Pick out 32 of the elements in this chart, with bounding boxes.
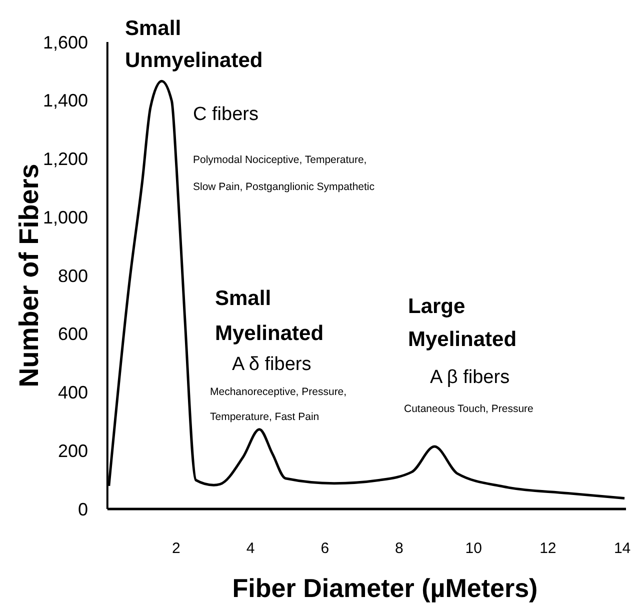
x-tick-label: 8 xyxy=(395,540,404,557)
y-tick-label: 400 xyxy=(58,382,88,403)
annotation: Mechanoreceptive, Pressure, xyxy=(210,386,347,398)
x-tick-label: 12 xyxy=(540,540,556,557)
x-tick-label: 2 xyxy=(172,540,180,557)
annotation: Myelinated xyxy=(408,328,517,351)
y-tick-label: 1,400 xyxy=(42,90,88,111)
x-tick-label: 4 xyxy=(246,540,255,557)
annotation: Slow Pain, Postganglionic Sympathetic xyxy=(193,181,375,193)
annotation: C fibers xyxy=(193,104,258,125)
text: Small xyxy=(125,17,182,40)
y-tick-label: 1,600 xyxy=(42,32,88,52)
annotation: Large xyxy=(408,295,466,318)
x-tick-label: 6 xyxy=(320,540,330,557)
annotation: A δ fibers xyxy=(232,354,312,375)
annotation: Myelinated xyxy=(215,322,324,345)
y-tick-label: 1,200 xyxy=(42,149,88,170)
annotation: Polymodal Nociceptive, Temperature, xyxy=(193,154,367,166)
x-tick-label: 10 xyxy=(465,540,482,557)
x-tick-label: 14 xyxy=(614,540,631,557)
annotation: Small xyxy=(215,287,272,310)
y-tick-label: 1,000 xyxy=(42,207,88,228)
annotation: Temperature, Fast Pain xyxy=(210,411,320,423)
annotation: Unmyelinated xyxy=(125,49,263,72)
y-tick-label: 600 xyxy=(58,324,88,344)
x-axis-title: Fiber Diameter (µMeters) xyxy=(232,573,538,603)
annotation: Cutaneous Touch, Pressure xyxy=(404,403,534,415)
y-tick-label: 800 xyxy=(58,266,88,286)
y-axis-title: Number of Fibers xyxy=(14,164,44,388)
y-tick-label: 0 xyxy=(78,499,88,520)
annotation: A β fibers xyxy=(430,367,510,388)
y-tick-label: 200 xyxy=(58,440,88,461)
